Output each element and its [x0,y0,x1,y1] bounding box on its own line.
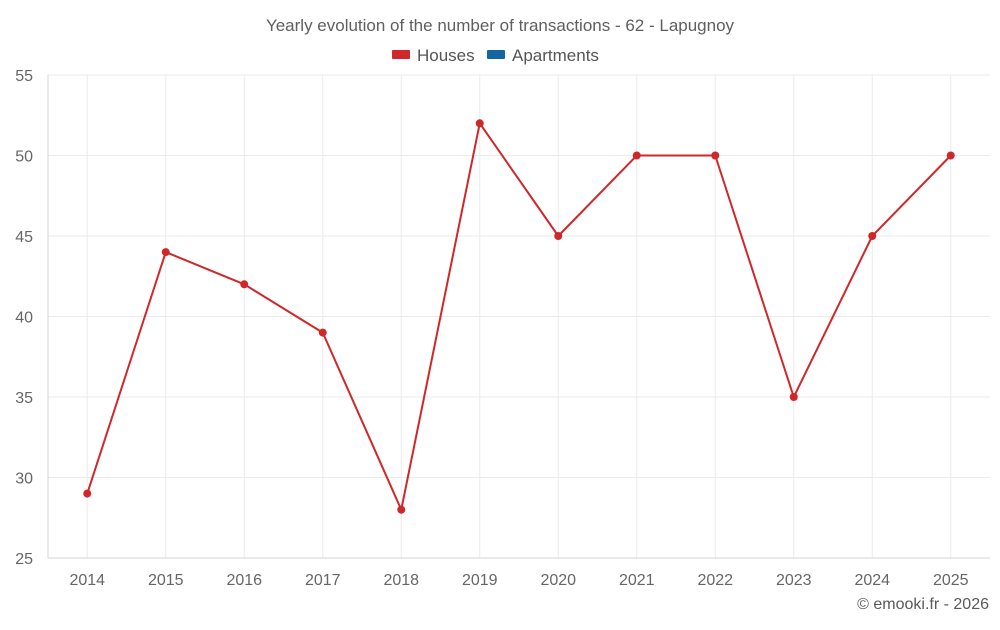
data-point-houses-2022[interactable] [711,151,720,160]
chart-legend: Houses Apartments [392,46,599,65]
x-tick-label-2019: 2019 [462,572,498,589]
grid [48,74,990,558]
series-houses [83,119,955,514]
y-tick-label-50: 50 [15,149,33,166]
x-tick-label-2016: 2016 [226,572,262,589]
legend-item-houses[interactable]: Houses [392,46,475,65]
data-point-houses-2015[interactable] [161,248,170,257]
data-point-houses-2025[interactable] [946,151,955,160]
data-point-houses-2023[interactable] [789,393,798,401]
x-tick-label-2014: 2014 [69,572,105,589]
series-line-houses [86,122,952,511]
axes: 25 30 35 40 45 50 55 2014 2015 2016 2017 2018 2019 20… [15,68,990,589]
data-point-houses-2024[interactable] [868,232,877,240]
data-point-houses-2018[interactable] [397,505,406,514]
x-tick-label-2025: 2025 [933,572,969,589]
x-tick-label-2022: 2022 [697,572,733,589]
x-tick-label-2018: 2018 [383,572,419,589]
legend-label-apartments: Apartments [512,46,599,65]
legend-label-houses: Houses [417,46,475,65]
x-tick-label-2024: 2024 [854,572,890,589]
data-point-houses-2019[interactable] [475,119,484,128]
legend-swatch-apartments [487,50,505,59]
x-tick-label-2017: 2017 [305,572,341,589]
y-tick-label-45: 45 [15,229,33,246]
x-tick-label-2021: 2021 [619,572,655,589]
data-point-houses-2021[interactable] [632,151,641,160]
y-tick-label-40: 40 [15,310,33,327]
legend-swatch-houses [392,50,410,59]
chart-title: Yearly evolution of the number of transa… [266,16,735,35]
y-tick-label-55: 55 [15,68,33,85]
data-point-houses-2020[interactable] [554,232,563,240]
y-tick-label-25: 25 [15,551,33,568]
y-tick-label-30: 30 [15,471,33,488]
data-point-houses-2016[interactable] [240,280,249,289]
x-tick-label-2015: 2015 [148,572,184,589]
credit-text: © emooki.fr - 2026 [857,596,989,613]
y-tick-label-35: 35 [15,390,33,407]
data-point-houses-2017[interactable] [318,328,327,337]
x-tick-label-2023: 2023 [776,572,812,589]
x-tick-label-2020: 2020 [540,572,576,589]
legend-item-apartments[interactable]: Apartments [487,46,599,65]
data-point-houses-2014[interactable] [83,489,92,498]
